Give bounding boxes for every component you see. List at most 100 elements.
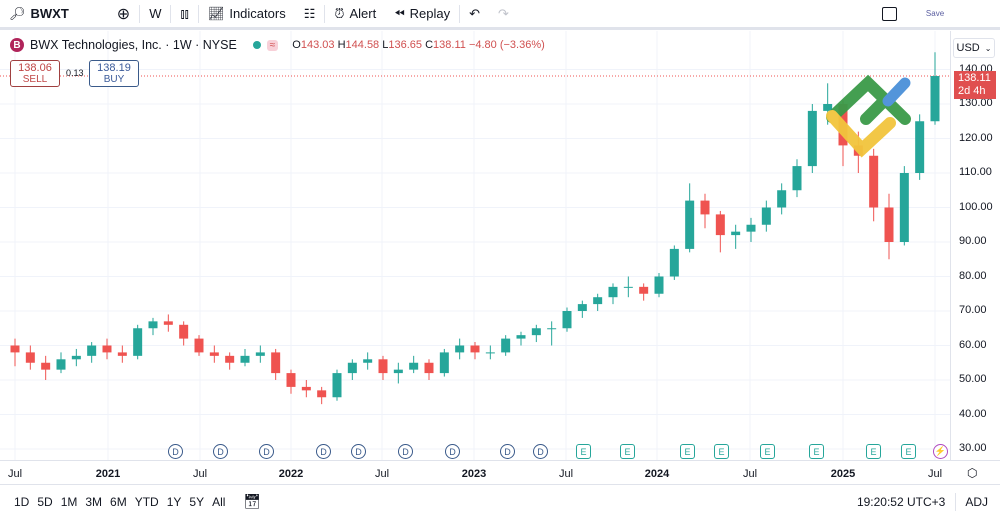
chevron-down-icon: ⌄ [984, 43, 992, 53]
earnings-marker[interactable]: E [576, 444, 591, 459]
earnings-marker[interactable]: E [901, 444, 916, 459]
range-button-6m[interactable]: 6M [110, 494, 127, 509]
time-axis[interactable]: ⬡ Jul 2021 Jul 2022 Jul 2023 Jul 2024 Jul 2025 Jul [0, 460, 1000, 485]
price-tick: 90.00 [959, 235, 987, 247]
candle-body [102, 345, 112, 353]
indicators-button[interactable]: 📈︎ Indicators [199, 0, 295, 29]
candle-body [669, 248, 679, 277]
candle-body [209, 352, 219, 356]
candle-body [179, 324, 189, 339]
price-axis[interactable]: 30.00 40.00 50.00 60.00 70.00 80.00 90.00 100.0… [950, 31, 1000, 460]
price-tick: 60.00 [959, 338, 987, 351]
earnings-marker[interactable]: E [809, 444, 824, 459]
earnings-marker[interactable]: E [680, 444, 695, 459]
candle [669, 245, 679, 280]
currency-selector[interactable]: USD ⌄ [953, 38, 995, 58]
symbol-title[interactable]: BWX Technologies, Inc. · 1W · NYSE [30, 38, 237, 52]
time-tick: 2024 [644, 468, 670, 480]
dividend-marker[interactable]: D [533, 444, 548, 459]
fullscreen-button[interactable] [873, 0, 906, 29]
candle [301, 380, 311, 398]
redo-button[interactable]: ↷ [489, 0, 518, 29]
candle-body [286, 373, 296, 387]
candle [439, 348, 449, 377]
price-tick: 130.00 [959, 97, 993, 109]
divider [170, 4, 172, 23]
data-delayed-icon: ≈ [266, 39, 279, 51]
candles-icon: ⫾⫾ [180, 5, 189, 21]
range-button-ytd[interactable]: YTD [134, 494, 159, 509]
candle-body [455, 345, 465, 353]
candle-body [439, 352, 449, 374]
adjust-toggle[interactable]: ADJ [965, 494, 988, 509]
interval-button[interactable]: W [140, 0, 170, 29]
goto-date-icon[interactable]: 📅︎ [243, 493, 262, 509]
time-tick: 2022 [278, 468, 304, 480]
bottom-toolbar: 1D 5D 1M 3M 6M YTD 1Y 5Y All 📅︎ 19:20:52 UTC+3 A… [0, 486, 1000, 517]
candle-body [777, 190, 787, 208]
split-lightning-icon[interactable]: ⚡ [933, 444, 948, 459]
candle-body [623, 286, 633, 288]
sell-label: SELL [22, 74, 48, 85]
earnings-marker[interactable]: E [866, 444, 881, 459]
sell-button[interactable]: 138.06 SELL [10, 60, 60, 87]
current-price: 138.11 [958, 72, 991, 84]
dividend-marker[interactable]: D [351, 444, 366, 459]
range-button-5y[interactable]: 5Y [189, 494, 205, 509]
candle [194, 335, 204, 356]
time-tick: 2021 [95, 468, 121, 480]
candle-body [378, 359, 388, 374]
dividend-marker[interactable]: D [316, 444, 331, 459]
candle [746, 217, 756, 242]
alert-button[interactable]: ⏰︎ Alert [325, 0, 385, 29]
candle-body [271, 352, 281, 374]
candle [470, 342, 480, 360]
candle [71, 348, 81, 367]
templates-button[interactable]: ☷ [295, 0, 325, 29]
candle-body [639, 286, 649, 294]
dividend-marker[interactable]: D [259, 444, 274, 459]
chart-type-button[interactable]: ⫾⫾ [171, 0, 197, 29]
buy-label: BUY [103, 74, 125, 85]
dividend-marker[interactable]: D [398, 444, 413, 459]
candle [409, 355, 419, 374]
candle [225, 352, 235, 370]
candle-body [531, 328, 541, 336]
divider [139, 4, 141, 23]
candle [639, 283, 649, 301]
replay-button[interactable]: ⏪︎ Replay [385, 0, 459, 29]
candle-body [930, 76, 940, 122]
compare-button[interactable]: ⊕ [108, 0, 139, 29]
save-label: Save [925, 9, 945, 18]
bar-countdown: 2d 4h [958, 85, 986, 97]
candle-body [547, 328, 557, 330]
earnings-marker[interactable]: E [760, 444, 775, 459]
dividend-marker[interactable]: D [168, 444, 183, 459]
top-toolbar: 🔎︎ BWXT ⊕ W ⫾⫾ 📈︎ Indicators ☷ ⏰︎ Alert ⏪︎ R… [0, 0, 1000, 30]
candle-body [746, 224, 756, 232]
clock[interactable]: 19:20:52 UTC+3 [856, 494, 946, 509]
settings-icon[interactable]: ⬡ [967, 466, 978, 480]
dividend-marker[interactable]: D [500, 444, 515, 459]
symbol-search[interactable]: 🔎︎ BWXT [0, 0, 78, 29]
range-button-1m[interactable]: 1M [60, 494, 78, 509]
earnings-marker[interactable]: E [714, 444, 729, 459]
litefinance-logo-watermark [826, 74, 911, 158]
save-button[interactable]: Save [906, 0, 953, 29]
candle [501, 335, 511, 356]
undo-button[interactable]: ↶ [460, 0, 489, 29]
range-button-all[interactable]: All [212, 494, 226, 509]
earnings-marker[interactable]: E [620, 444, 635, 459]
range-button-1y[interactable]: 1Y [166, 494, 182, 509]
candle [807, 104, 817, 173]
price-chart[interactable] [0, 31, 950, 460]
range-button-3m[interactable]: 3M [85, 494, 103, 509]
dividend-marker[interactable]: D [445, 444, 460, 459]
range-button-5d[interactable]: 5D [37, 494, 53, 509]
candle [363, 352, 373, 370]
candle-body [761, 207, 771, 225]
dividend-marker[interactable]: D [213, 444, 228, 459]
buy-button[interactable]: 138.19 BUY [89, 60, 139, 87]
range-button-1d[interactable]: 1D [14, 494, 30, 509]
buy-price: 138.19 [97, 62, 131, 74]
